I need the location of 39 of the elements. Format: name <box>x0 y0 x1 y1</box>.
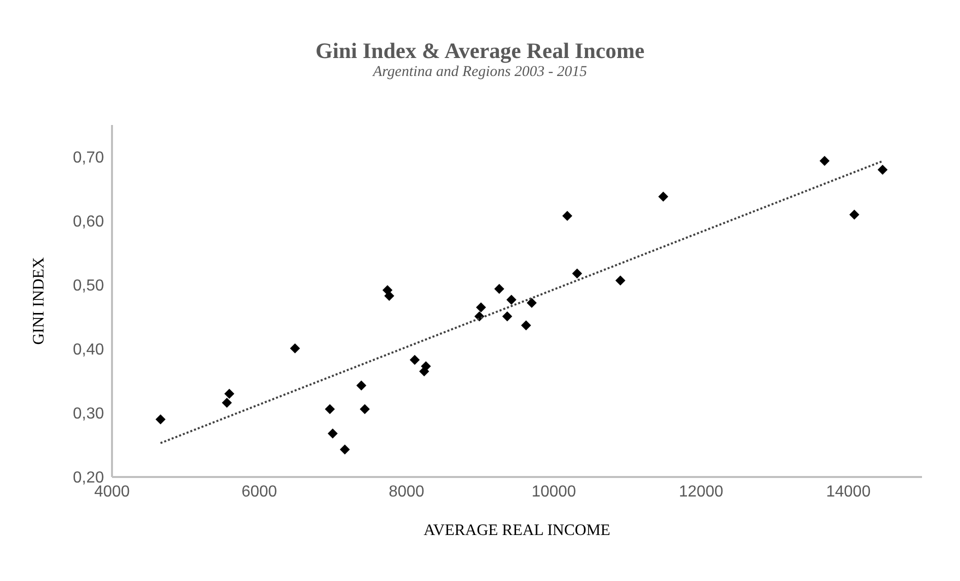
y-tick-label: 0,30 <box>72 406 104 423</box>
y-tick-label: 0,60 <box>72 214 104 231</box>
point <box>849 210 860 220</box>
point <box>562 210 572 221</box>
y-axis-title: GINI INDEX <box>30 256 48 345</box>
chart-subtitle: Argentina and Regions 2003 - 2015 <box>371 64 588 81</box>
y-tick-label: 0,70 <box>72 150 104 167</box>
y-tick-label: 0,50 <box>72 278 104 295</box>
point <box>615 276 626 286</box>
y-tick-label: 0,40 <box>72 342 104 359</box>
point <box>224 388 234 399</box>
point <box>521 320 532 330</box>
chart-title: Gini Index & Average Real Income <box>314 38 646 64</box>
x-tick-label: 6000 <box>241 483 278 500</box>
point <box>340 444 350 454</box>
point <box>820 156 830 166</box>
point <box>328 428 338 438</box>
point <box>878 164 888 175</box>
point <box>222 398 232 408</box>
point <box>494 284 504 294</box>
point <box>156 414 166 424</box>
point <box>502 311 512 322</box>
point <box>658 192 668 202</box>
x-tick-label: 14000 <box>826 483 871 500</box>
point <box>356 380 366 390</box>
point <box>476 302 486 312</box>
point <box>384 290 394 301</box>
x-axis-title: AVERAGE REAL INCOME <box>424 522 610 539</box>
x-tick-label: 12000 <box>678 483 724 500</box>
x-tick-label: 10000 <box>532 483 576 500</box>
point <box>324 404 335 414</box>
point <box>360 404 370 414</box>
point <box>572 268 582 278</box>
point <box>410 354 420 365</box>
x-tick-label: 8000 <box>388 483 424 500</box>
point <box>419 366 430 376</box>
point <box>526 298 537 308</box>
point <box>506 294 516 305</box>
point <box>290 343 300 354</box>
